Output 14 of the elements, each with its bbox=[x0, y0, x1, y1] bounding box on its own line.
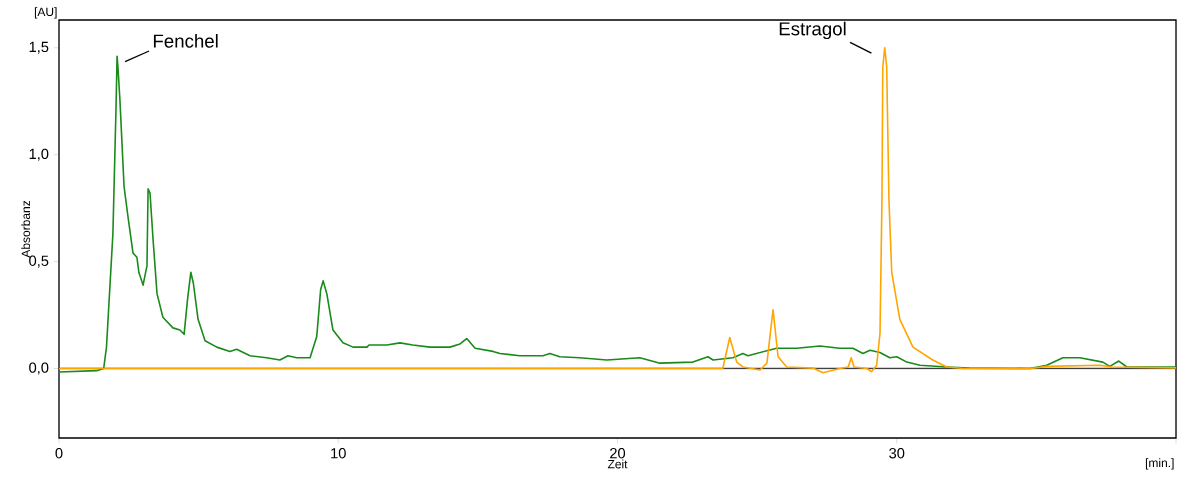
x-tick-label: 20 bbox=[610, 448, 626, 459]
text: [AU] bbox=[34, 7, 57, 19]
x-axis-title: Zeit bbox=[607, 459, 628, 469]
annotation: Fenchel bbox=[153, 33, 218, 48]
y-tick-label: 0,0 bbox=[29, 362, 49, 375]
y-tick-label: 0,5 bbox=[29, 255, 49, 268]
x-tick-label: 10 bbox=[331, 448, 346, 459]
x-tick-label: 0 bbox=[55, 448, 63, 459]
y-tick-label: 1,0 bbox=[29, 148, 49, 161]
text: [min.] bbox=[1145, 458, 1174, 470]
y-axis-title: Absorbanz bbox=[21, 200, 31, 258]
annotation: Estragol bbox=[779, 21, 846, 40]
y-tick-label: 1,5 bbox=[29, 41, 49, 54]
x-tick-label: 30 bbox=[889, 448, 905, 459]
